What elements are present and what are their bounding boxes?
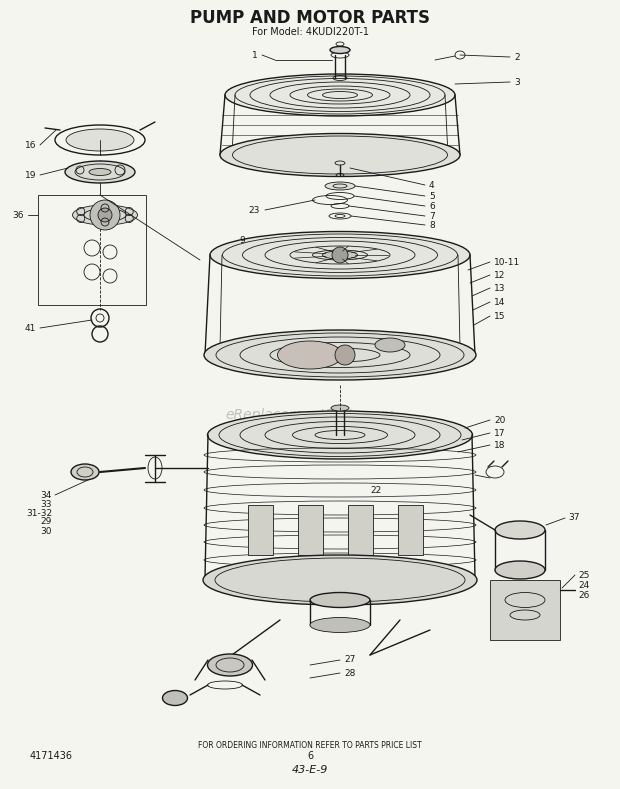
Text: 6: 6: [429, 201, 435, 211]
Text: eReplacementParts.com: eReplacementParts.com: [225, 408, 395, 422]
Text: 6: 6: [307, 751, 313, 761]
Text: For Model: 4KUDI220T-1: For Model: 4KUDI220T-1: [252, 27, 368, 37]
Circle shape: [335, 345, 355, 365]
Ellipse shape: [330, 47, 350, 54]
Text: 2: 2: [514, 53, 520, 62]
Ellipse shape: [66, 129, 134, 151]
Text: 5: 5: [429, 192, 435, 200]
Text: 19: 19: [25, 170, 36, 180]
Ellipse shape: [204, 330, 476, 380]
Text: 3: 3: [514, 77, 520, 87]
Text: 41: 41: [25, 323, 36, 332]
Text: 28: 28: [344, 668, 355, 678]
Text: 4171436: 4171436: [30, 751, 73, 761]
Text: 13: 13: [494, 283, 505, 293]
Text: 7: 7: [429, 211, 435, 220]
Ellipse shape: [65, 161, 135, 183]
Bar: [38, 195, 146, 305]
Bar: [248, 505, 273, 555]
Text: 27: 27: [344, 656, 355, 664]
Ellipse shape: [278, 341, 342, 369]
Ellipse shape: [225, 74, 455, 116]
Text: 22: 22: [370, 485, 381, 495]
Bar: [490, 580, 560, 640]
Text: 20: 20: [494, 416, 505, 424]
Text: 12: 12: [494, 271, 505, 279]
Ellipse shape: [331, 405, 349, 411]
Text: 34: 34: [41, 491, 52, 499]
Ellipse shape: [203, 555, 477, 605]
Text: 30: 30: [40, 526, 52, 536]
Text: 43-E-9: 43-E-9: [292, 765, 328, 775]
Text: 14: 14: [494, 297, 505, 306]
Bar: [348, 505, 373, 555]
Text: 24: 24: [578, 581, 589, 589]
Text: 36: 36: [12, 211, 24, 219]
Circle shape: [332, 247, 348, 263]
Ellipse shape: [375, 338, 405, 352]
Ellipse shape: [495, 521, 545, 539]
Text: 9: 9: [239, 235, 245, 245]
Ellipse shape: [495, 561, 545, 579]
Text: 33: 33: [40, 499, 52, 508]
Ellipse shape: [220, 133, 460, 177]
Text: 31-32: 31-32: [26, 508, 52, 518]
Ellipse shape: [322, 251, 358, 259]
Ellipse shape: [162, 690, 187, 705]
Text: 23: 23: [249, 205, 260, 215]
Text: 17: 17: [494, 428, 505, 437]
Text: 8: 8: [429, 220, 435, 230]
Bar: [298, 505, 323, 555]
Ellipse shape: [73, 205, 138, 225]
Ellipse shape: [208, 654, 252, 676]
Text: FOR ORDERING INFORMATION REFER TO PARTS PRICE LIST: FOR ORDERING INFORMATION REFER TO PARTS …: [198, 742, 422, 750]
Text: 18: 18: [494, 440, 505, 450]
Ellipse shape: [310, 593, 370, 608]
Text: 1: 1: [252, 50, 258, 59]
Ellipse shape: [89, 169, 111, 175]
Ellipse shape: [208, 411, 472, 459]
Text: PUMP AND MOTOR PARTS: PUMP AND MOTOR PARTS: [190, 9, 430, 27]
Circle shape: [98, 208, 112, 222]
Text: 15: 15: [494, 312, 505, 320]
Text: 16: 16: [25, 140, 36, 149]
Ellipse shape: [71, 464, 99, 480]
Text: 10-11: 10-11: [494, 257, 520, 267]
Text: 26: 26: [578, 590, 590, 600]
Text: 29: 29: [41, 518, 52, 526]
Text: 37: 37: [568, 514, 580, 522]
Bar: [398, 505, 423, 555]
Ellipse shape: [210, 231, 470, 279]
Text: 25: 25: [578, 570, 590, 579]
Text: 4: 4: [429, 181, 435, 189]
Ellipse shape: [325, 182, 355, 190]
Ellipse shape: [310, 618, 370, 633]
Circle shape: [90, 200, 120, 230]
